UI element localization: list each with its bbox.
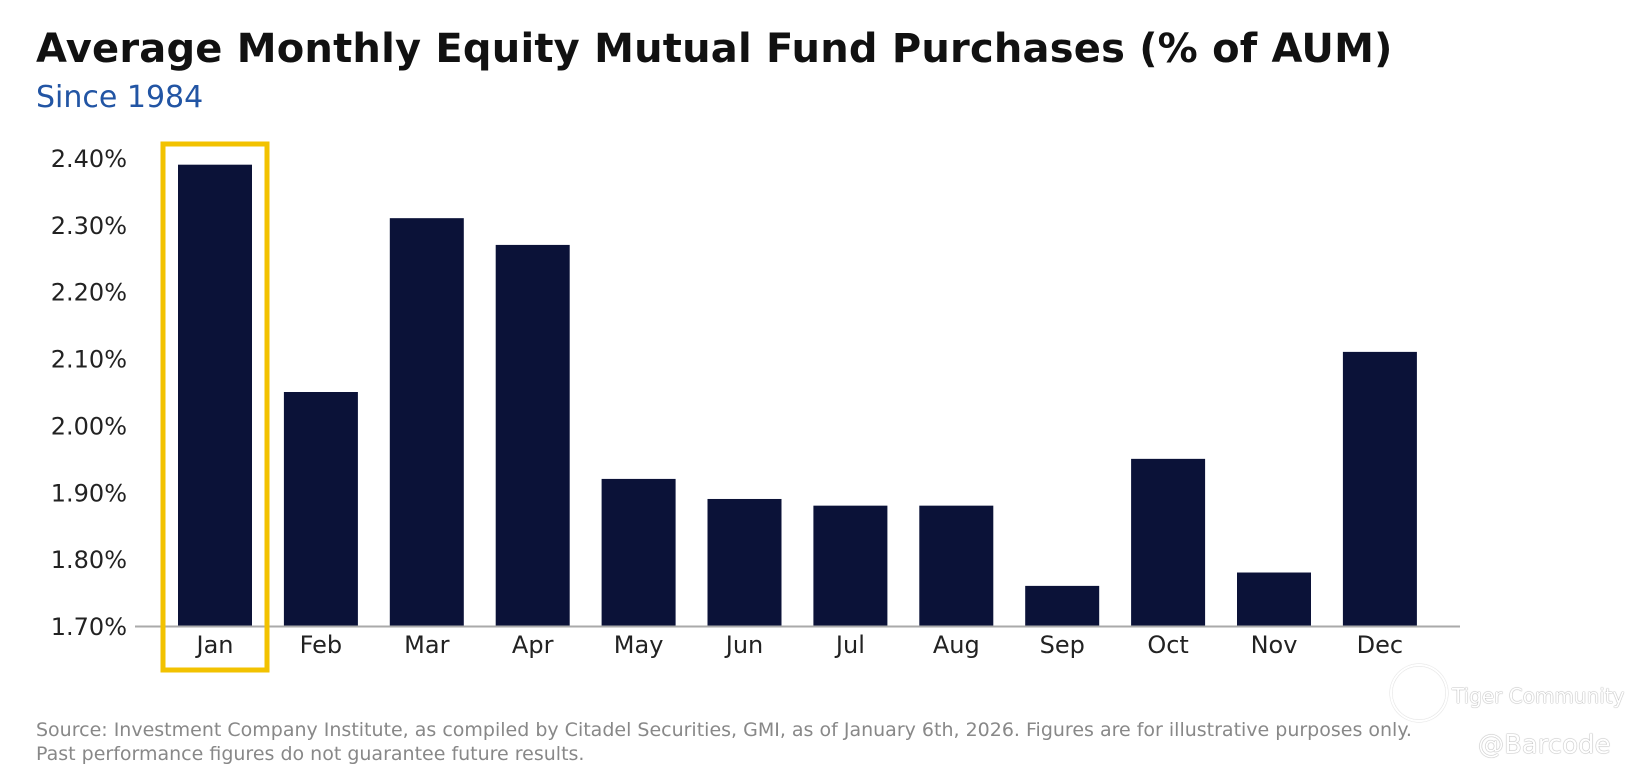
x-tick-label: Jan	[195, 631, 234, 659]
x-tick-label: Jun	[724, 631, 764, 659]
x-tick-label: Jul	[834, 631, 865, 659]
source-line-2: Past performance figures do not guarante…	[36, 743, 585, 765]
x-tick-label: Feb	[300, 631, 343, 659]
bar-jan	[178, 164, 252, 626]
bar-jun	[707, 498, 782, 626]
bar-jul	[813, 505, 888, 626]
y-tick-label: 2.00%	[51, 412, 127, 440]
x-tick-label: Sep	[1040, 631, 1085, 659]
y-tick-label: 1.80%	[51, 546, 127, 574]
bar-feb	[283, 392, 358, 626]
bar-sep	[1025, 585, 1100, 626]
y-tick-label: 2.40%	[51, 145, 127, 173]
x-tick-label: May	[614, 631, 664, 659]
chart-subtitle: Since 1984	[36, 80, 204, 115]
highlight-box	[160, 141, 270, 673]
bar-nov	[1237, 572, 1311, 626]
x-tick-label: Dec	[1357, 631, 1403, 659]
x-tick-label: Mar	[404, 631, 449, 659]
bar-may	[601, 478, 676, 626]
watermark-name: Tiger Community	[1452, 684, 1625, 708]
y-tick-label: 2.30%	[51, 212, 127, 240]
y-tick-label: 2.10%	[51, 346, 127, 374]
source-line-1: Source: Investment Company Institute, as…	[36, 719, 1412, 741]
source-note: Source: Investment Company Institute, as…	[36, 718, 1412, 766]
x-tick-label: Nov	[1251, 631, 1298, 659]
y-tick-label: 1.70%	[51, 613, 127, 641]
tiger-logo-icon	[1390, 664, 1448, 722]
x-tick-label: Apr	[512, 631, 554, 659]
watermark-handle: @Barcode	[1478, 730, 1611, 760]
y-tick-label: 1.90%	[51, 479, 127, 507]
chart-title: Average Monthly Equity Mutual Fund Purch…	[36, 26, 1393, 72]
bar-mar	[389, 218, 464, 626]
bar-dec	[1342, 351, 1417, 626]
y-tick-label: 2.20%	[51, 279, 127, 307]
x-tick-label: Aug	[933, 631, 980, 659]
x-tick-label: Oct	[1147, 631, 1189, 659]
bar-apr	[495, 244, 570, 626]
bar-aug	[919, 505, 994, 626]
bar-oct	[1131, 458, 1206, 626]
